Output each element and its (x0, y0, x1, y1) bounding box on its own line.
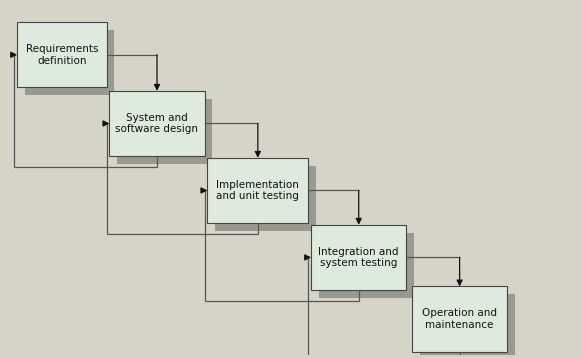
Text: Integration and
system testing: Integration and system testing (318, 247, 399, 268)
Bar (420, 294, 514, 358)
Bar (117, 99, 212, 164)
Text: Implementation
and unit testing: Implementation and unit testing (217, 180, 299, 201)
Bar (109, 91, 204, 156)
Bar (412, 286, 507, 352)
Text: Operation and
maintenance: Operation and maintenance (422, 308, 497, 330)
Bar (24, 30, 114, 95)
Text: System and
software design: System and software design (115, 113, 198, 134)
Bar (311, 225, 406, 290)
Bar (319, 233, 414, 298)
Text: Requirements
definition: Requirements definition (26, 44, 98, 66)
Bar (207, 158, 308, 223)
Bar (215, 166, 316, 231)
Bar (17, 22, 107, 87)
